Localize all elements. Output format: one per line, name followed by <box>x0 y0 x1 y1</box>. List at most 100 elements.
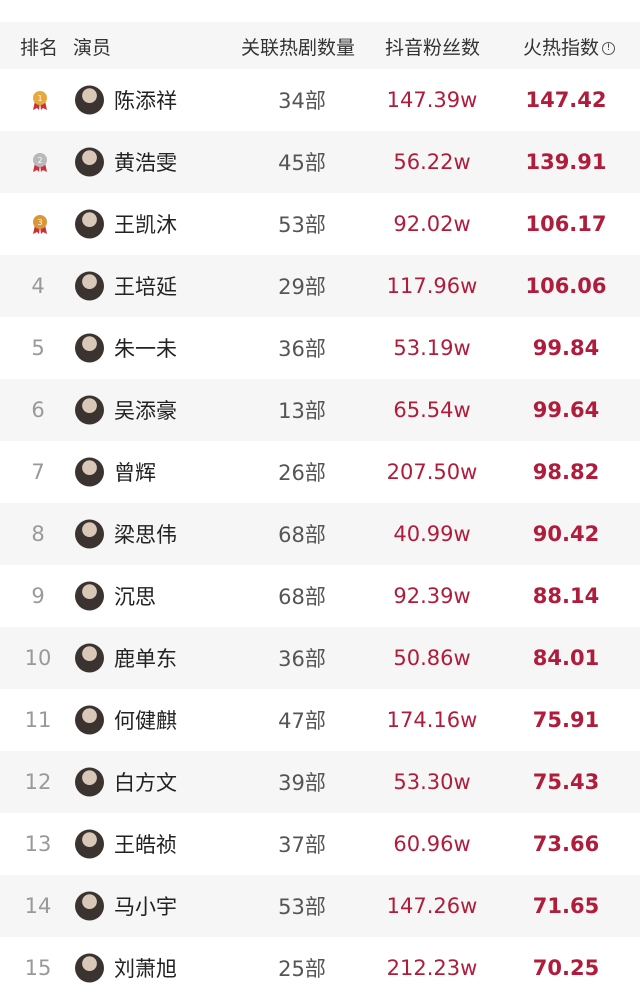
rank-number: 5 <box>31 336 45 360</box>
actor-name[interactable]: 沉思 <box>114 585 156 609</box>
gold-medal-icon: 1 <box>33 91 47 110</box>
avatar[interactable] <box>75 767 104 797</box>
header-actor[interactable]: 演员 <box>73 37 112 59</box>
avatar[interactable] <box>75 457 104 487</box>
heat-index: 90.42 <box>532 522 600 546</box>
heat-index: 139.91 <box>525 150 607 174</box>
douyin-fans: 207.50w <box>386 460 478 484</box>
table-row[interactable]: 6 吴添豪 13部 65.54w 99.64 <box>0 379 640 441</box>
table-row[interactable]: 9 沉思 68部 92.39w 88.14 <box>0 565 640 627</box>
douyin-fans: 65.54w <box>393 398 471 422</box>
drama-count: 39部 <box>278 771 326 795</box>
actor-name[interactable]: 王皓祯 <box>114 833 177 857</box>
drama-count: 45部 <box>278 151 326 175</box>
heat-index: 106.06 <box>525 274 607 298</box>
drama-count: 68部 <box>278 523 326 547</box>
rank-number: 10 <box>24 646 52 670</box>
avatar[interactable] <box>75 209 104 239</box>
table-row[interactable]: 4 王培延 29部 117.96w 106.06 <box>0 255 640 317</box>
actor-name[interactable]: 王凯沐 <box>114 213 177 237</box>
table-row[interactable]: 10 鹿单东 36部 50.86w 84.01 <box>0 627 640 689</box>
douyin-fans: 60.96w <box>393 832 471 856</box>
avatar[interactable] <box>75 333 104 363</box>
actor-name[interactable]: 黄浩雯 <box>114 151 177 175</box>
actor-name[interactable]: 马小宇 <box>114 895 177 919</box>
douyin-fans: 53.19w <box>393 336 471 360</box>
header-index-label: 火热指数 <box>523 37 600 59</box>
avatar[interactable] <box>75 705 104 735</box>
drama-count: 36部 <box>278 337 326 361</box>
avatar[interactable] <box>75 85 104 115</box>
rank-number: 12 <box>24 770 52 794</box>
douyin-fans: 174.16w <box>386 708 478 732</box>
table-row[interactable]: 11 何健麒 47部 174.16w 75.91 <box>0 689 640 751</box>
rank-number: 4 <box>31 274 45 298</box>
actor-name[interactable]: 何健麒 <box>114 709 177 733</box>
actor-name[interactable]: 吴添豪 <box>114 399 177 423</box>
douyin-fans: 53.30w <box>393 770 471 794</box>
drama-count: 29部 <box>278 275 326 299</box>
douyin-fans: 212.23w <box>386 956 478 980</box>
heat-index: 75.43 <box>532 770 600 794</box>
rank-number: 13 <box>24 832 52 856</box>
avatar[interactable] <box>75 953 104 983</box>
table-row[interactable]: 7 曾辉 26部 207.50w 98.82 <box>0 441 640 503</box>
header-dramas[interactable]: 关联热剧数量 <box>241 37 356 59</box>
table-row[interactable]: 14 马小宇 53部 147.26w 71.65 <box>0 875 640 937</box>
actor-name[interactable]: 梁思伟 <box>114 523 177 547</box>
heat-index: 88.14 <box>532 584 600 608</box>
table-row[interactable]: 2 黄浩雯 45部 56.22w 139.91 <box>0 131 640 193</box>
header-fans[interactable]: 抖音粉丝数 <box>385 37 481 59</box>
table-row[interactable]: 5 朱一未 36部 53.19w 99.84 <box>0 317 640 379</box>
heat-index: 99.64 <box>532 398 600 422</box>
actor-name[interactable]: 曾辉 <box>114 461 156 485</box>
heat-index: 73.66 <box>532 832 600 856</box>
drama-count: 34部 <box>278 89 326 113</box>
rank-number: 7 <box>31 460 45 484</box>
avatar[interactable] <box>75 891 104 921</box>
rank-number: 15 <box>24 956 52 980</box>
silver-medal-icon: 2 <box>33 153 47 172</box>
drama-count: 26部 <box>278 461 326 485</box>
avatar[interactable] <box>75 395 104 425</box>
ranking-list: 1 陈添祥 34部 147.39w 147.42 2 黄浩雯 45部 56.22w… <box>0 69 640 999</box>
actor-name[interactable]: 鹿单东 <box>114 647 177 671</box>
actor-name[interactable]: 朱一未 <box>114 337 177 361</box>
heat-index: 75.91 <box>532 708 600 732</box>
douyin-fans: 117.96w <box>386 274 478 298</box>
info-icon[interactable]: ! <box>602 42 616 55</box>
avatar[interactable] <box>75 271 104 301</box>
medal-rank: 3 <box>37 218 42 227</box>
rank-number: 8 <box>31 522 45 546</box>
actor-name[interactable]: 刘萧旭 <box>114 957 177 981</box>
table-row[interactable]: 12 白方文 39部 53.30w 75.43 <box>0 751 640 813</box>
avatar[interactable] <box>75 519 104 549</box>
douyin-fans: 92.02w <box>393 212 471 236</box>
avatar[interactable] <box>75 581 104 611</box>
rank-number: 11 <box>24 708 52 732</box>
douyin-fans: 50.86w <box>393 646 471 670</box>
heat-index: 147.42 <box>525 88 607 112</box>
douyin-fans: 56.22w <box>393 150 471 174</box>
actor-name[interactable]: 陈添祥 <box>114 89 177 113</box>
table-row[interactable]: 13 王皓祯 37部 60.96w 73.66 <box>0 813 640 875</box>
drama-count: 13部 <box>278 399 326 423</box>
heat-index: 71.65 <box>532 894 600 918</box>
drama-count: 25部 <box>278 957 326 981</box>
actor-name[interactable]: 王培延 <box>114 275 177 299</box>
header-index[interactable]: 火热指数! <box>523 33 616 60</box>
table-row[interactable]: 8 梁思伟 68部 40.99w 90.42 <box>0 503 640 565</box>
drama-count: 36部 <box>278 647 326 671</box>
avatar[interactable] <box>75 147 104 177</box>
douyin-fans: 92.39w <box>393 584 471 608</box>
heat-index: 70.25 <box>532 956 600 980</box>
douyin-fans: 147.39w <box>386 88 478 112</box>
table-row[interactable]: 1 陈添祥 34部 147.39w 147.42 <box>0 69 640 131</box>
actor-name[interactable]: 白方文 <box>114 771 177 795</box>
drama-count: 47部 <box>278 709 326 733</box>
table-row[interactable]: 15 刘萧旭 25部 212.23w 70.25 <box>0 937 640 999</box>
header-rank[interactable]: 排名 <box>20 37 59 59</box>
table-row[interactable]: 3 王凯沐 53部 92.02w 106.17 <box>0 193 640 255</box>
avatar[interactable] <box>75 643 104 673</box>
avatar[interactable] <box>75 829 104 859</box>
